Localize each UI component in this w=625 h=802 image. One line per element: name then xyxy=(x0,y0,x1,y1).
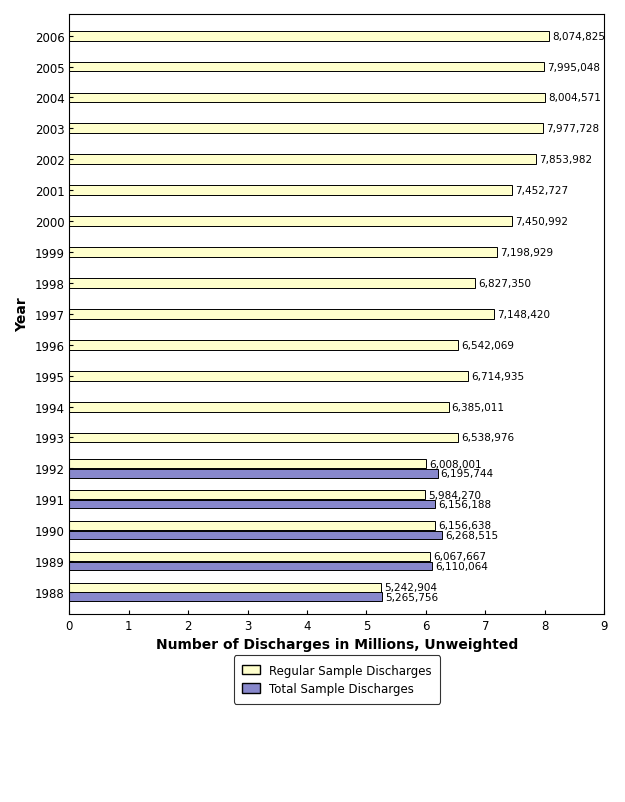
Text: 6,268,515: 6,268,515 xyxy=(445,530,498,541)
Y-axis label: Year: Year xyxy=(15,297,29,332)
Bar xyxy=(69,31,549,42)
Text: 5,984,270: 5,984,270 xyxy=(428,490,481,500)
Bar xyxy=(69,155,536,165)
Bar xyxy=(69,562,432,570)
Bar xyxy=(69,371,468,381)
Bar xyxy=(69,583,381,592)
Text: 6,714,935: 6,714,935 xyxy=(471,371,524,381)
Bar xyxy=(69,521,435,530)
Text: 7,977,728: 7,977,728 xyxy=(546,124,599,134)
Text: 5,242,904: 5,242,904 xyxy=(384,582,437,593)
Text: 7,198,929: 7,198,929 xyxy=(500,248,553,257)
Text: 8,074,825: 8,074,825 xyxy=(552,31,605,42)
Text: 6,067,667: 6,067,667 xyxy=(433,552,486,561)
Text: 7,450,992: 7,450,992 xyxy=(515,217,568,227)
Bar xyxy=(69,124,543,134)
Bar xyxy=(69,402,449,412)
Bar xyxy=(69,248,497,257)
Text: 6,827,350: 6,827,350 xyxy=(478,278,531,289)
Bar xyxy=(69,531,442,540)
Text: 6,110,064: 6,110,064 xyxy=(436,561,488,571)
Text: 6,538,976: 6,538,976 xyxy=(461,433,514,443)
Text: 7,148,420: 7,148,420 xyxy=(497,310,550,319)
Bar xyxy=(69,63,544,72)
Bar xyxy=(69,310,494,319)
Bar xyxy=(69,340,458,350)
Bar xyxy=(69,553,430,561)
Bar xyxy=(69,93,545,103)
Legend: Regular Sample Discharges, Total Sample Discharges: Regular Sample Discharges, Total Sample … xyxy=(234,655,440,704)
Bar xyxy=(69,433,458,443)
Bar xyxy=(69,460,426,468)
Bar xyxy=(69,491,425,499)
X-axis label: Number of Discharges in Millions, Unweighted: Number of Discharges in Millions, Unweig… xyxy=(156,638,518,651)
Text: 6,156,188: 6,156,188 xyxy=(438,500,491,509)
Bar xyxy=(69,186,512,196)
Bar xyxy=(69,278,475,289)
Text: 6,008,001: 6,008,001 xyxy=(429,459,482,469)
Text: 6,195,744: 6,195,744 xyxy=(441,468,494,479)
Text: 5,265,756: 5,265,756 xyxy=(385,592,438,602)
Bar xyxy=(69,593,382,602)
Text: 6,542,069: 6,542,069 xyxy=(461,340,514,350)
Bar xyxy=(69,469,438,478)
Text: 7,452,727: 7,452,727 xyxy=(515,186,568,196)
Bar xyxy=(69,217,512,227)
Text: 6,156,638: 6,156,638 xyxy=(438,520,491,531)
Text: 6,385,011: 6,385,011 xyxy=(452,402,505,412)
Bar xyxy=(69,500,435,508)
Text: 7,995,048: 7,995,048 xyxy=(548,63,601,72)
Text: 8,004,571: 8,004,571 xyxy=(548,93,601,103)
Text: 7,853,982: 7,853,982 xyxy=(539,155,592,165)
